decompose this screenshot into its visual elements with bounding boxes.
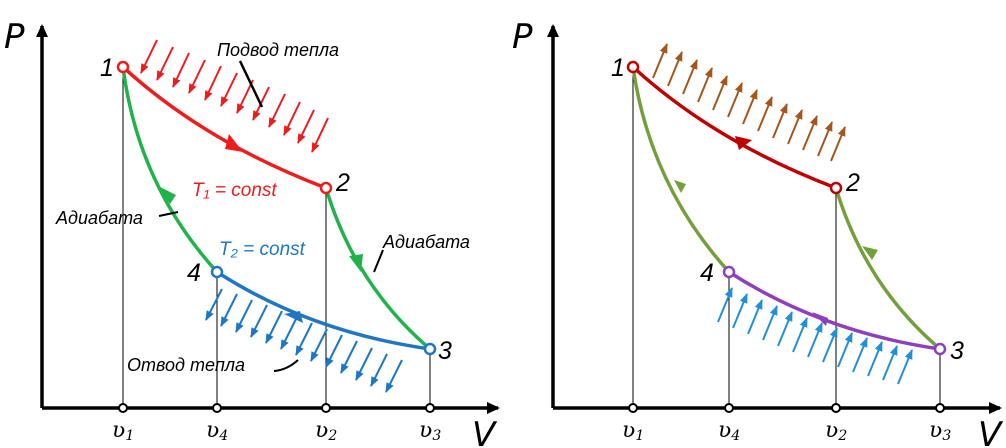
isotherm-t2-label: T₂ = const [219,239,306,260]
left-tick-v1: ʋ1 [112,418,134,444]
left-adiabat-label-right: Адиабата [382,232,470,252]
left-guide-lines [122,67,431,408]
left-point-3-label: 3 [438,337,452,365]
right-x-axis-label: V [978,415,1004,448]
left-point-4-label: 4 [187,259,201,287]
right-point-1 [626,60,640,74]
right-y-axis-label: P [512,17,533,57]
left-arrow-2-3 [349,254,363,272]
right-tick-v3: ʋ3 [929,418,951,444]
left-point-1 [116,60,130,74]
isotherm-t1-label: T₁ = const [192,180,277,201]
right-isotherm-lower [728,270,941,351]
left-point-1-label: 1 [100,54,114,82]
right-arrow-3-2 [862,246,878,260]
left-arrow-1-2 [225,134,243,152]
left-y-axis-label: P [4,17,25,57]
left-arrow-4-1 [158,186,176,204]
right-x-ticks [628,403,945,413]
left-point-3 [423,342,437,356]
right-isotherm-upper [631,65,837,190]
right-point-2 [829,181,843,195]
left-point-4 [210,265,224,279]
right-tick-v1: ʋ1 [622,418,644,444]
right-guide-lines [632,67,941,408]
right-arrow-1-4 [674,180,686,193]
heat-output-label: Отвод тепла [127,355,245,375]
left-x-ticks [118,403,435,413]
right-heat-arrows-upper [652,43,846,162]
left-arrow-3-4 [284,311,303,323]
left-adiabat-leader-left [158,211,179,217]
left-adiabat-4-1 [121,66,219,274]
right-heat-arrows-lower [717,287,913,385]
left-adiabat-leader-right [373,249,384,273]
left-diagram: P V [4,17,500,448]
right-arrow-2-1 [735,136,752,150]
right-tick-v2: ʋ2 [825,418,847,444]
right-point-4 [722,265,736,279]
left-tick-v2: ʋ2 [315,418,337,444]
left-adiabat-2-3 [324,187,432,351]
heat-input-label: Подвод тепла [217,40,339,60]
left-tick-v3: ʋ3 [419,418,441,444]
right-diagram: P V [512,17,1004,448]
left-tick-v4: ʋ4 [206,418,228,444]
right-point-1-label: 1 [611,54,625,82]
left-adiabat-label-left: Адиабата [55,208,143,228]
heat-output-leader [273,359,299,372]
right-adiabat-1-4 [631,66,731,274]
right-point-4-label: 4 [700,259,714,287]
right-point-2-label: 2 [845,169,860,197]
left-heat-output-arrows [205,288,403,393]
right-point-3 [933,342,947,356]
right-tick-v4: ʋ4 [718,418,740,444]
left-x-axis-label: V [472,415,498,448]
left-isotherm-t1 [121,65,327,190]
left-isotherm-t2 [216,270,431,351]
left-point-2 [319,181,333,195]
right-arrow-4-3 [812,312,828,326]
right-adiabat-3-2 [834,187,942,351]
heat-input-leader [238,60,264,108]
right-point-3-label: 3 [950,337,964,365]
left-point-2-label: 2 [335,169,350,197]
